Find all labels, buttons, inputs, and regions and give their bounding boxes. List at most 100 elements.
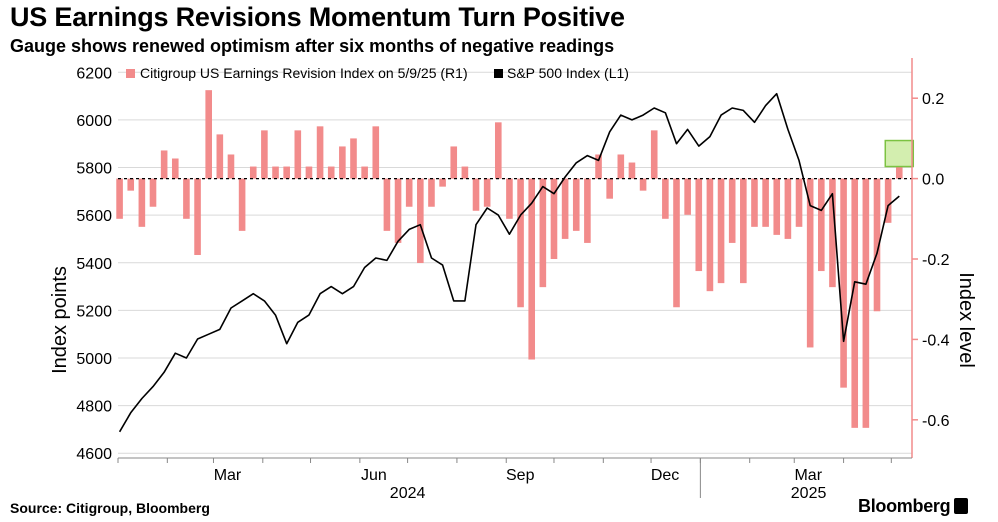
revision-bar-57 — [751, 178, 758, 227]
sp500-line — [118, 92, 900, 433]
revision-bar-3 — [149, 178, 157, 207]
revision-bar-64 — [829, 178, 836, 288]
revision-bar-46 — [628, 162, 636, 179]
year-label-1: 2025 — [791, 485, 827, 498]
revision-bar-27 — [417, 178, 424, 264]
revision-bar-67 — [862, 178, 870, 428]
revision-bar-40 — [561, 178, 569, 239]
revision-bar-30 — [450, 146, 458, 179]
revision-bar-61 — [795, 178, 803, 227]
left-tick-label-7: 6000 — [76, 113, 112, 130]
revision-bar-35 — [506, 178, 513, 219]
revision-bar-66 — [851, 178, 859, 428]
revision-bar-17 — [305, 166, 313, 179]
chart-title: US Earnings Revisions Momentum Turn Posi… — [10, 2, 625, 32]
revision-bar-37 — [528, 178, 536, 360]
highlight-box-group — [884, 139, 915, 168]
year-label-0: 2024 — [390, 485, 426, 498]
revision-bar-45 — [617, 154, 625, 179]
revision-bar-9 — [216, 134, 224, 179]
revision-bar-6 — [183, 178, 190, 219]
brand-text: Bloomberg — [858, 496, 951, 516]
revision-bar-36 — [517, 178, 524, 308]
earnings-revision-chart: 4600 4800 5000 5200 5400 5600 5800 6000 6200 0.2… — [49, 58, 977, 498]
revision-bar-42 — [584, 178, 591, 243]
source-note: Source: Citigroup, Bloomberg — [10, 500, 210, 516]
revision-bar-65 — [840, 178, 847, 388]
revision-bar-47 — [639, 178, 647, 191]
legend-swatch-revision — [126, 69, 135, 78]
revision-bar-21 — [350, 138, 357, 179]
right-tick-label-1: 0.0 — [922, 172, 944, 189]
y-axis-label-right: Index level — [955, 272, 977, 368]
chart-subtitle: Gauge shows renewed optimism after six m… — [10, 36, 615, 56]
legend: Citigroup US Earnings Revision Index on … — [126, 65, 629, 81]
revision-bar-15 — [283, 166, 290, 179]
right-tick-label-4: -0.6 — [922, 413, 950, 430]
revision-bar-33 — [483, 178, 491, 207]
legend-swatch-sp500 — [494, 69, 503, 78]
revision-bar-16 — [294, 130, 302, 179]
revision-bar-1 — [127, 178, 135, 191]
x-axis: Mar Jun Sep Dec Mar 2024 2025 — [117, 457, 912, 498]
revision-bar-8 — [205, 90, 212, 179]
x-tick-label-2: Sep — [506, 467, 535, 484]
revision-bar-0 — [116, 178, 123, 219]
revision-bar-48 — [650, 130, 658, 179]
y-axis-label-left: Index points — [49, 266, 71, 374]
x-tick-label-3: Dec — [651, 467, 679, 484]
revision-bar-52 — [695, 178, 703, 272]
revision-bar-28 — [428, 178, 435, 207]
x-tick-label-1: Jun — [361, 467, 387, 484]
revision-bar-14 — [272, 166, 279, 179]
revision-bar-41 — [572, 178, 580, 231]
revision-bar-50 — [673, 178, 680, 308]
revision-bar-12 — [249, 166, 257, 179]
revision-bar-13 — [261, 130, 268, 179]
left-tick-label-5: 5600 — [76, 208, 112, 225]
revision-bar-10 — [227, 154, 235, 179]
revision-bar-32 — [472, 178, 480, 211]
revision-bar-44 — [606, 178, 613, 199]
left-tick-label-2: 5000 — [76, 351, 112, 368]
revision-bar-2 — [138, 178, 146, 227]
right-tick-label-0: 0.2 — [922, 91, 944, 108]
revision-bar-7 — [194, 178, 201, 255]
revision-bars — [116, 90, 903, 428]
revision-bar-69 — [884, 178, 892, 223]
right-tick-label-2: -0.2 — [922, 252, 950, 269]
revision-bar-20 — [339, 146, 346, 179]
legend-label-sp500: S&P 500 Index (L1) — [507, 65, 629, 81]
highlight-box — [884, 139, 915, 168]
revision-bar-70 — [895, 166, 903, 179]
revision-bar-34 — [494, 122, 502, 179]
revision-bar-11 — [238, 178, 246, 231]
gridlines — [118, 71, 912, 454]
revision-bar-63 — [818, 178, 825, 272]
left-axis: 4600 4800 5000 5200 5400 5600 5800 6000 6200 — [76, 65, 112, 463]
bloomberg-logo: Bloomberg — [858, 496, 969, 517]
x-tick-label-4: Mar — [794, 467, 822, 484]
sp500-line-group — [118, 92, 900, 433]
revision-bar-26 — [405, 178, 413, 207]
revision-bar-43 — [595, 154, 602, 179]
legend-label-revision: Citigroup US Earnings Revision Index on … — [140, 65, 468, 81]
revision-bar-58 — [762, 178, 769, 227]
left-tick-label-3: 5200 — [76, 303, 112, 320]
revision-bar-31 — [461, 166, 469, 179]
right-axis: 0.2 0.0 -0.2 -0.4 -0.6 — [911, 58, 950, 458]
revision-bar-49 — [662, 178, 669, 219]
revision-bar-23 — [372, 126, 380, 179]
left-tick-label-0: 4600 — [76, 446, 112, 463]
revision-bar-55 — [728, 178, 736, 243]
revision-bar-25 — [394, 178, 402, 243]
left-tick-label-6: 5800 — [76, 161, 112, 178]
revision-bar-5 — [171, 158, 179, 179]
revision-bar-19 — [327, 166, 335, 179]
right-tick-label-3: -0.4 — [922, 332, 950, 349]
revision-bar-53 — [706, 178, 714, 292]
revision-bar-39 — [550, 178, 558, 260]
revision-bar-22 — [361, 166, 368, 179]
revision-bar-24 — [383, 178, 391, 231]
revision-bar-29 — [439, 178, 446, 187]
